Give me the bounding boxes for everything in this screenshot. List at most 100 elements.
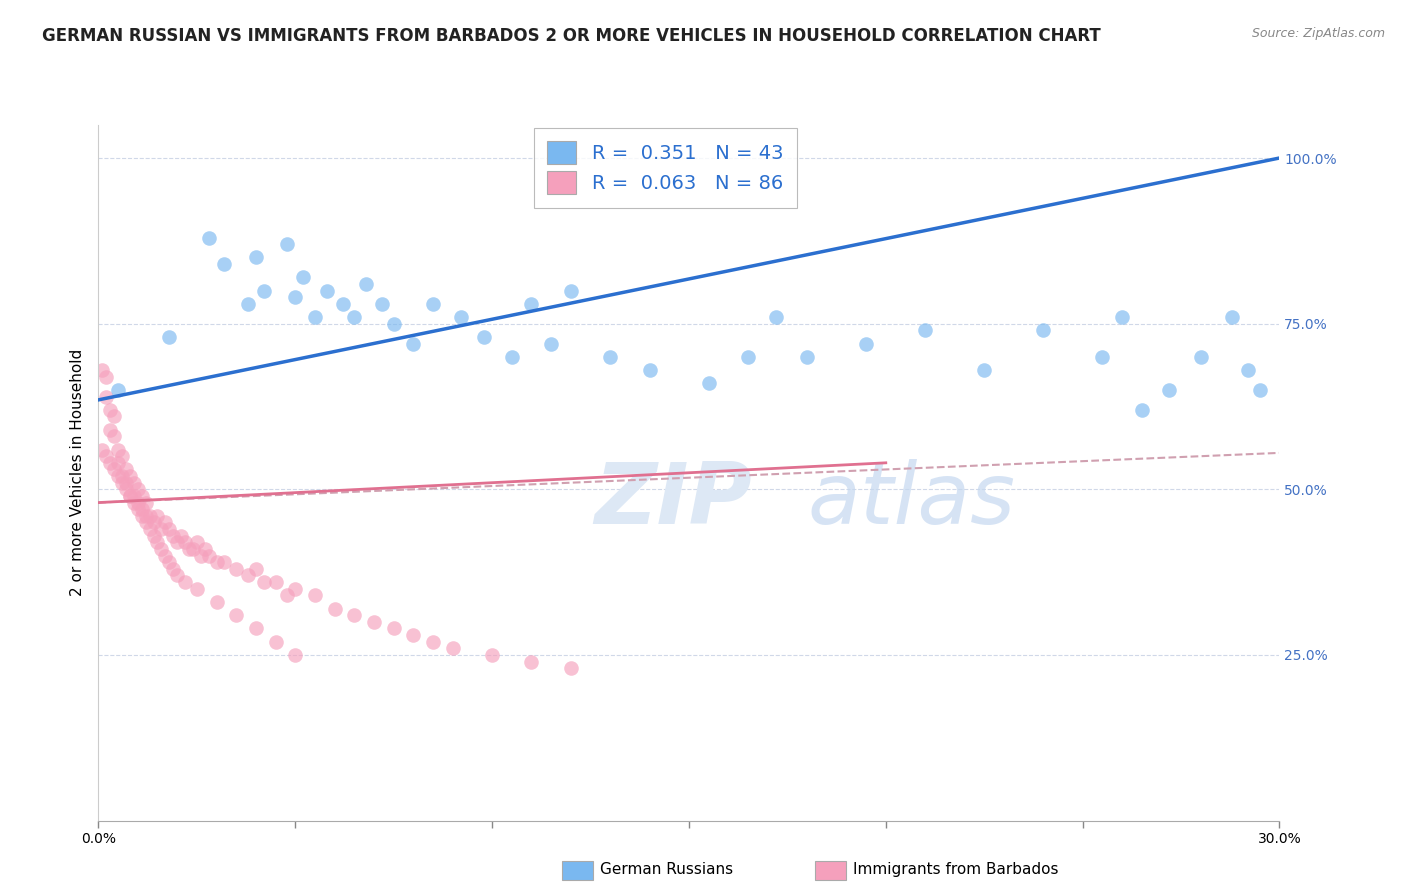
Point — [142, 529, 165, 543]
Point — [115, 475, 138, 490]
Point — [501, 350, 523, 364]
Point — [253, 284, 276, 298]
Point — [103, 409, 125, 424]
Point — [520, 297, 543, 311]
Point — [96, 369, 118, 384]
Point — [127, 495, 149, 509]
Point — [115, 462, 138, 476]
Point — [111, 469, 134, 483]
Text: ZIP: ZIP — [595, 459, 752, 542]
Point — [118, 489, 141, 503]
Point — [190, 549, 212, 563]
Point — [91, 363, 114, 377]
Point — [343, 310, 366, 324]
Point — [382, 317, 405, 331]
Point — [177, 541, 200, 556]
Point — [103, 462, 125, 476]
Point — [135, 516, 157, 530]
Point — [111, 475, 134, 490]
Point — [354, 277, 377, 291]
Point — [973, 363, 995, 377]
Point — [441, 641, 464, 656]
Point — [122, 495, 145, 509]
Point — [138, 522, 160, 536]
Point — [1237, 363, 1260, 377]
Point — [284, 648, 307, 662]
Point — [560, 284, 582, 298]
Point — [284, 290, 307, 304]
Point — [166, 535, 188, 549]
Point — [174, 535, 197, 549]
Point — [472, 330, 495, 344]
Point — [225, 608, 247, 623]
Point — [157, 555, 180, 569]
Text: GERMAN RUSSIAN VS IMMIGRANTS FROM BARBADOS 2 OR MORE VEHICLES IN HOUSEHOLD CORRE: GERMAN RUSSIAN VS IMMIGRANTS FROM BARBAD… — [42, 27, 1101, 45]
Text: atlas: atlas — [807, 459, 1015, 542]
Point — [115, 483, 138, 497]
Point — [402, 628, 425, 642]
Point — [914, 323, 936, 337]
Point — [1111, 310, 1133, 324]
Point — [186, 535, 208, 549]
Point — [111, 449, 134, 463]
Point — [371, 297, 394, 311]
Point — [245, 251, 267, 265]
Y-axis label: 2 or more Vehicles in Household: 2 or more Vehicles in Household — [69, 349, 84, 597]
Point — [697, 376, 720, 391]
Point — [127, 483, 149, 497]
Point — [796, 350, 818, 364]
Point — [638, 363, 661, 377]
Point — [146, 535, 169, 549]
Point — [481, 648, 503, 662]
Point — [214, 257, 236, 271]
Point — [122, 475, 145, 490]
Point — [166, 568, 188, 582]
Point — [194, 541, 217, 556]
Point — [96, 449, 118, 463]
Point — [236, 568, 259, 582]
Point — [118, 489, 141, 503]
Point — [214, 555, 236, 569]
Point — [422, 297, 444, 311]
Point — [186, 582, 208, 596]
Point — [135, 495, 157, 509]
Point — [560, 661, 582, 675]
Point — [304, 588, 326, 602]
Point — [737, 350, 759, 364]
Point — [107, 442, 129, 457]
Point — [155, 516, 177, 530]
Point — [264, 634, 287, 648]
Point — [162, 529, 184, 543]
Point — [402, 336, 425, 351]
Point — [142, 516, 165, 530]
Point — [107, 469, 129, 483]
Point — [1159, 383, 1181, 397]
Point — [157, 330, 180, 344]
Point — [245, 562, 267, 576]
Legend: R =  0.351   N = 43, R =  0.063   N = 86: R = 0.351 N = 43, R = 0.063 N = 86 — [534, 128, 797, 208]
Point — [1091, 350, 1114, 364]
Point — [520, 655, 543, 669]
Point — [150, 541, 173, 556]
Point — [98, 402, 121, 417]
Point — [765, 310, 787, 324]
Point — [1189, 350, 1212, 364]
Point — [284, 582, 307, 596]
Point — [98, 456, 121, 470]
Point — [146, 508, 169, 523]
Point — [323, 601, 346, 615]
Point — [107, 383, 129, 397]
Point — [599, 350, 621, 364]
Point — [131, 508, 153, 523]
Point — [264, 575, 287, 590]
Point — [131, 502, 153, 516]
Point — [122, 489, 145, 503]
Point — [1032, 323, 1054, 337]
Point — [181, 541, 204, 556]
Point — [162, 562, 184, 576]
Point — [382, 622, 405, 636]
Point — [253, 575, 276, 590]
Text: German Russians: German Russians — [600, 863, 734, 877]
Point — [855, 336, 877, 351]
Point — [315, 284, 337, 298]
